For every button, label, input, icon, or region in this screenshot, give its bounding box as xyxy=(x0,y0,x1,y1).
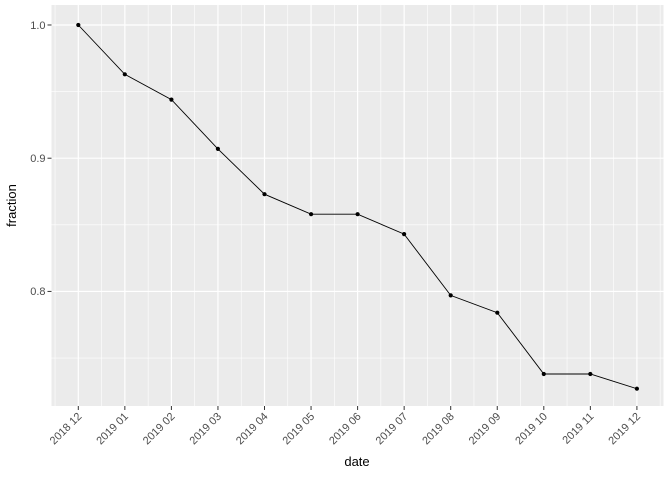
x-tick-label: 2019 02 xyxy=(141,411,178,448)
data-point xyxy=(309,212,314,217)
data-point xyxy=(402,232,407,237)
x-axis-title: date xyxy=(344,454,369,469)
data-point xyxy=(262,192,267,197)
x-tick-label: 2019 10 xyxy=(513,411,550,448)
x-tick-label: 2018 12 xyxy=(48,411,85,448)
y-tick-label: 0.8 xyxy=(30,286,45,298)
x-tick-label: 2019 05 xyxy=(281,411,318,448)
data-point xyxy=(76,22,81,28)
x-tick-label: 2019 06 xyxy=(327,411,364,448)
data-point xyxy=(215,146,220,151)
x-tick-label: 2019 12 xyxy=(606,411,643,448)
x-tick-label: 2019 09 xyxy=(467,411,504,448)
x-tick-label: 2019 07 xyxy=(374,411,411,448)
data-point xyxy=(122,72,127,77)
y-axis-title: fraction xyxy=(4,184,19,227)
x-tick-label: 2019 04 xyxy=(234,411,271,448)
data-point xyxy=(634,386,640,391)
y-tick-label: 0.9 xyxy=(30,153,45,165)
data-point xyxy=(541,371,546,377)
x-tick-label: 2019 03 xyxy=(187,411,224,448)
y-tick-label: 1.0 xyxy=(30,20,45,32)
data-point xyxy=(588,371,593,377)
data-point xyxy=(448,293,453,298)
gridlines xyxy=(51,5,664,406)
data-point xyxy=(169,97,174,102)
line-series xyxy=(76,22,640,391)
x-tick-label: 2019 11 xyxy=(560,411,596,447)
x-tick-label: 2019 08 xyxy=(420,411,457,448)
x-tick-label: 2019 01 xyxy=(94,411,131,448)
data-point xyxy=(355,212,360,217)
data-point xyxy=(495,310,500,315)
